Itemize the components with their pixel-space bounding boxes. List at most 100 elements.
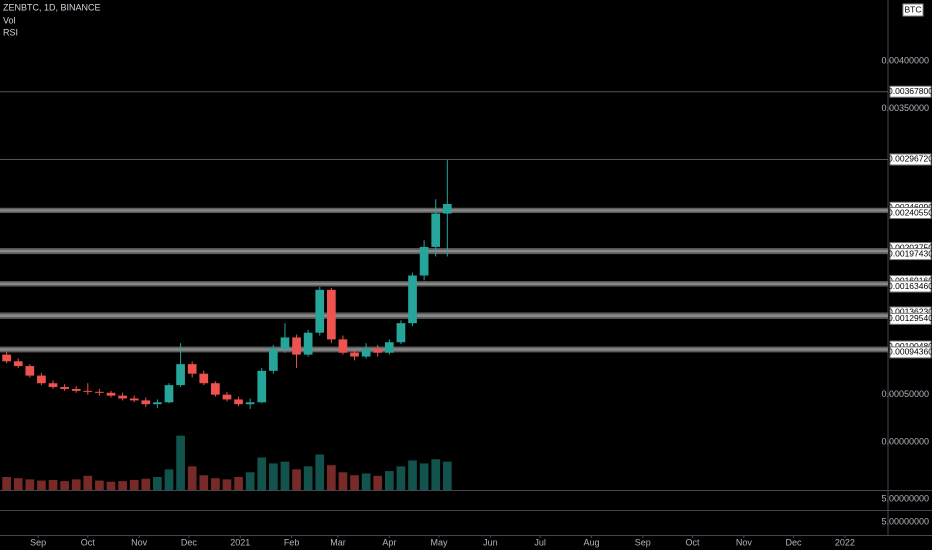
x-tick-label: Jul — [534, 537, 546, 547]
level-zone-core — [0, 314, 888, 317]
candle-body — [350, 352, 359, 357]
y-tick-label: 0.00050000 — [881, 389, 929, 399]
x-tick-label: Jun — [483, 537, 498, 547]
candle-body — [361, 348, 371, 357]
level-zone-core — [0, 348, 888, 351]
volume-bar — [350, 475, 359, 490]
volume-bar — [257, 457, 267, 490]
candle-body — [373, 348, 383, 353]
volume-bar — [37, 480, 46, 490]
level-label: 0.00136230 — [888, 307, 932, 317]
candle-body — [280, 337, 290, 349]
volume-bar — [153, 477, 162, 490]
volume-bar — [13, 478, 23, 490]
volume-bar — [187, 466, 197, 490]
candle-body — [60, 387, 69, 389]
volume-bar — [106, 481, 116, 490]
level-label: 0.00129540 — [888, 313, 932, 323]
x-tick-label: Nov — [736, 537, 753, 547]
candle-body — [303, 332, 313, 355]
x-tick-label: Sep — [30, 537, 46, 547]
pane-scale-label: 5.00000000 — [881, 516, 929, 526]
currency-label: BTC — [905, 4, 922, 14]
candles — [2, 160, 452, 409]
candle-body — [338, 339, 348, 353]
candle-body — [408, 275, 417, 324]
x-tick-label: 2021 — [230, 537, 250, 547]
volume-bar — [60, 481, 69, 490]
candle-body — [176, 364, 185, 386]
volume-bar — [292, 469, 301, 490]
volume-bar — [199, 475, 209, 490]
level-label: 0.00100480 — [888, 341, 932, 351]
volume-bar — [245, 472, 255, 490]
candle-body — [25, 366, 35, 376]
candle-body — [384, 342, 394, 353]
candle-body — [222, 394, 232, 400]
volume-bar — [222, 479, 232, 490]
candle-body — [2, 354, 11, 362]
candle-body — [141, 400, 151, 405]
indicator-label: Vol — [3, 15, 16, 25]
x-tick-label: Mar — [330, 537, 346, 547]
volume-bar — [2, 477, 11, 490]
level-label: 0.00094360 — [888, 347, 932, 357]
candle-body — [326, 289, 336, 340]
symbol-title: ZENBTC, 1D, BINANCE — [3, 2, 101, 12]
y-tick-label: 0.00400000 — [881, 55, 929, 65]
candle-body — [37, 375, 46, 384]
candle-body — [129, 398, 139, 401]
volume-bar — [83, 475, 93, 490]
candle-body — [269, 348, 278, 371]
level-label-box — [889, 207, 932, 220]
candle-body — [13, 361, 23, 367]
level-label-box — [889, 248, 932, 261]
x-tick-label: Oct — [81, 537, 96, 547]
volume-bar — [95, 480, 104, 490]
candle-body — [95, 391, 104, 393]
volume-bar — [211, 478, 220, 490]
candle-body — [396, 323, 406, 343]
y-tick-label: 0.00350000 — [881, 103, 929, 113]
level-label: 0.00246090 — [888, 202, 932, 212]
volume-bar — [396, 466, 406, 490]
level-zone-core — [0, 282, 888, 285]
level-label: 0.00163460 — [888, 281, 932, 291]
x-tick-label: Apr — [382, 537, 396, 547]
level-label: 0.00367800 — [888, 86, 932, 96]
volume-bar — [129, 479, 139, 490]
candle-body — [419, 246, 429, 276]
candle-body — [164, 385, 174, 403]
candle-body — [106, 392, 116, 396]
candle-body — [71, 388, 81, 391]
volume-bar — [431, 459, 441, 490]
pane-scale-label: 5.00000000 — [881, 493, 929, 503]
candle-body — [234, 399, 243, 405]
level-label: 0.00197430 — [888, 248, 932, 258]
volume-bar — [164, 469, 174, 490]
x-tick-label: Sep — [635, 537, 651, 547]
x-tick-label: 2022 — [835, 537, 855, 547]
x-tick-label: Feb — [284, 537, 300, 547]
volume-bar — [442, 461, 452, 490]
volume-bar — [118, 481, 127, 490]
candle-body — [292, 337, 301, 355]
candle-body — [211, 383, 220, 395]
volume-bar — [303, 466, 313, 490]
candle-body — [199, 373, 209, 384]
level-label: 0.00203750 — [888, 242, 932, 252]
volume-bar — [234, 477, 243, 490]
candle-body — [48, 383, 58, 388]
volume-bar — [25, 479, 35, 490]
candle-body — [257, 370, 267, 403]
level-label: 0.00240550 — [888, 207, 932, 217]
level-label-box — [889, 312, 932, 325]
x-tick-label: Dec — [181, 537, 198, 547]
candle-body — [83, 390, 93, 392]
level-label-box — [889, 85, 932, 98]
y-tick-label: 0.00000000 — [881, 437, 929, 447]
candle-body — [187, 364, 197, 374]
x-tick-label: Dec — [786, 537, 803, 547]
